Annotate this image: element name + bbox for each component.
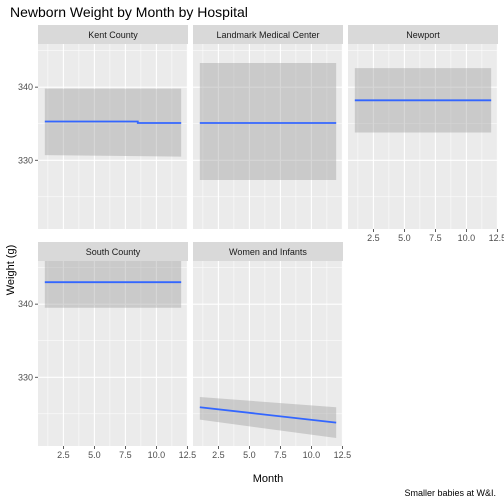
facet-strip-label: Landmark Medical Center xyxy=(216,30,319,40)
x-tick-label: 2.5 xyxy=(212,450,225,460)
x-tick-label: 10.0 xyxy=(303,450,321,460)
fit-line xyxy=(44,120,182,124)
x-tick-label: 2.5 xyxy=(367,233,380,243)
facet-strip xyxy=(193,25,343,44)
y-axis-title: Weight (g) xyxy=(5,245,17,296)
facet-strip-label: Women and Infants xyxy=(229,247,307,257)
x-tick-label: 7.5 xyxy=(274,450,287,460)
facet-panel: Women and Infants xyxy=(193,242,343,446)
x-tick-label: 12.5 xyxy=(334,450,352,460)
facet-strip xyxy=(193,242,343,261)
facet-panel: South County xyxy=(38,242,188,446)
facet-panels: Kent County Landmark Medical Center Newpor… xyxy=(38,25,498,446)
x-tick-label: 10.0 xyxy=(458,233,476,243)
facet-panel: Newport xyxy=(348,25,498,229)
x-tick-label: 2.5 xyxy=(57,450,70,460)
x-tick-label: 12.5 xyxy=(179,450,197,460)
y-tick-label: 330 xyxy=(18,372,33,382)
chart-title: Newborn Weight by Month by Hospital xyxy=(10,4,248,20)
confidence-band xyxy=(44,261,182,308)
facet-panel: Kent County xyxy=(38,25,188,229)
facet-strip-label: Newport xyxy=(406,30,440,40)
facet-strip xyxy=(38,242,188,261)
x-tick-label: 5.0 xyxy=(243,450,256,460)
axes: 330 340 2.5 5.0 7.5 10.0 12.5 330 340 2.5 5.0 7.5 10… xyxy=(18,82,504,460)
x-tick-label: 5.0 xyxy=(88,450,101,460)
facet-strip-label: Kent County xyxy=(88,30,138,40)
chart-caption: Smaller babies at W&I. xyxy=(404,488,496,498)
facet-strip xyxy=(348,25,498,44)
x-axis-title: Month xyxy=(253,473,284,485)
x-tick-label: 7.5 xyxy=(429,233,442,243)
x-tick-label: 5.0 xyxy=(398,233,411,243)
confidence-band xyxy=(44,88,182,157)
facet-panel: Landmark Medical Center xyxy=(193,25,343,229)
facet-strip xyxy=(38,25,188,44)
confidence-band xyxy=(199,63,337,181)
fit-line xyxy=(199,406,337,424)
y-tick-label: 340 xyxy=(18,82,33,92)
x-tick-label: 10.0 xyxy=(148,450,166,460)
x-tick-label: 7.5 xyxy=(119,450,132,460)
facet-strip-label: South County xyxy=(86,247,141,257)
y-tick-label: 330 xyxy=(18,155,33,165)
x-tick-label: 12.5 xyxy=(489,233,504,243)
confidence-band xyxy=(199,397,337,438)
y-tick-label: 340 xyxy=(18,299,33,309)
